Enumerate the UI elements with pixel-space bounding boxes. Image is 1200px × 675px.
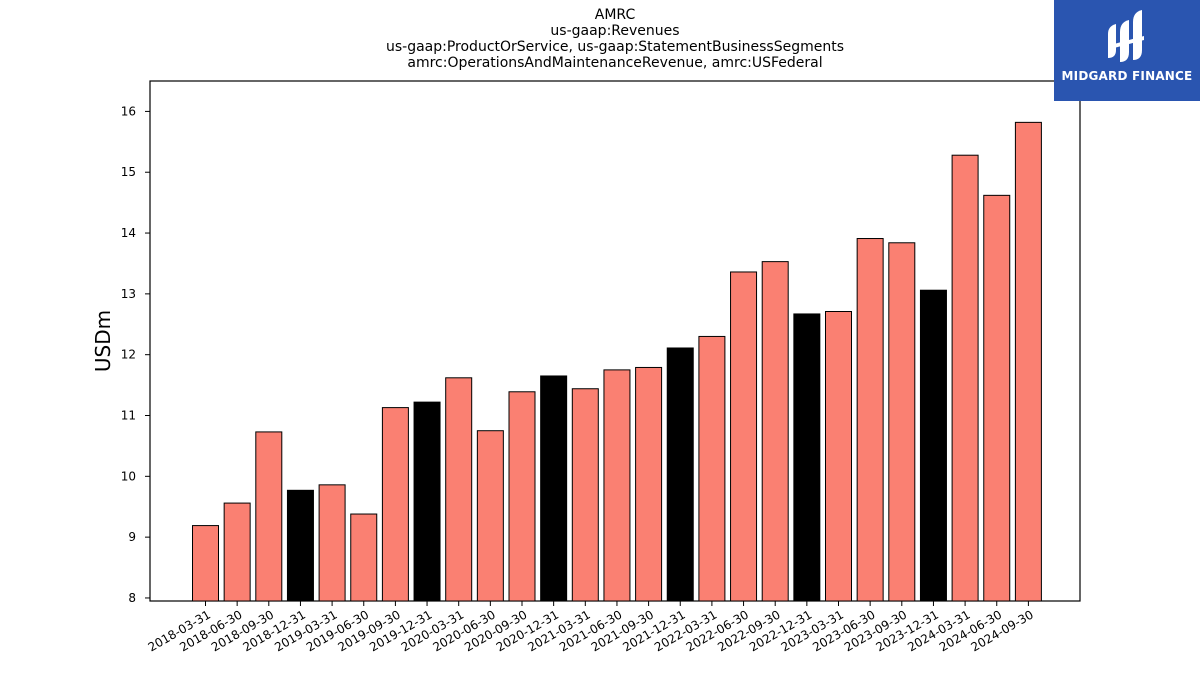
- bar-2022-03-31: [698, 335, 726, 602]
- bar-2020-09-30: [508, 391, 536, 602]
- y-tick-label: 8: [128, 591, 136, 605]
- bar-2018-12-31: [286, 489, 314, 602]
- title-line-1: AMRC: [594, 7, 636, 23]
- bar-2021-12-31: [666, 347, 694, 602]
- bar-2018-03-31: [192, 525, 219, 602]
- bar-2020-06-30: [476, 430, 504, 602]
- bar-2018-09-30: [255, 431, 283, 602]
- bar-2018-06-30: [223, 502, 251, 602]
- y-tick-label: 14: [121, 226, 136, 240]
- midgard-logo-icon: [1108, 10, 1144, 62]
- bar-2023-06-30: [856, 238, 884, 602]
- bar-2024-06-30: [983, 194, 1011, 602]
- y-tick-label: 16: [121, 104, 136, 118]
- bar-2022-06-30: [730, 271, 758, 602]
- bar-2020-12-31: [540, 375, 568, 602]
- y-tick-label: 15: [121, 165, 136, 179]
- bars-group: [192, 121, 1042, 602]
- y-tick-label: 11: [121, 409, 136, 423]
- title-line-3: us-gaap:ProductOrService, us-gaap:Statem…: [385, 39, 844, 55]
- y-axis-label: USDm: [91, 310, 115, 372]
- bar-2023-03-31: [825, 311, 852, 602]
- bar-2021-03-31: [571, 388, 599, 602]
- y-axis: 8 9 10 11 12 13 14 15 16: [121, 104, 150, 605]
- logo-text: MIDGARD FINANCE: [1061, 69, 1193, 83]
- bar-2019-06-30: [350, 513, 378, 602]
- y-tick-label: 9: [128, 530, 136, 544]
- bar-2022-12-31: [793, 313, 821, 602]
- y-tick-label: 10: [121, 469, 136, 483]
- bar-2021-09-30: [635, 366, 663, 602]
- bar-2019-09-30: [381, 407, 409, 602]
- bar-2023-12-31: [919, 289, 947, 602]
- bar-2021-06-30: [603, 369, 631, 602]
- midgard-finance-logo: MIDGARD FINANCE: [1054, 0, 1200, 101]
- bar-2023-09-30: [888, 242, 916, 602]
- chart-title: AMRC us-gaap:Revenues us-gaap:ProductOrS…: [150, 7, 1080, 71]
- y-tick-label: 12: [121, 348, 136, 362]
- title-line-2: us-gaap:Revenues: [550, 23, 680, 39]
- bar-2022-09-30: [761, 261, 789, 602]
- bar-2024-03-31: [951, 154, 979, 602]
- bar-2024-09-30: [1014, 121, 1042, 602]
- bar-2019-12-31: [413, 401, 441, 602]
- bar-2019-03-31: [318, 484, 346, 602]
- title-line-4: amrc:OperationsAndMaintenanceRevenue, am…: [407, 55, 823, 71]
- bar-2020-03-31: [445, 377, 473, 602]
- x-axis: 2018-03-312018-06-302018-09-302018-12-31…: [146, 601, 1036, 654]
- y-tick-label: 13: [121, 287, 136, 301]
